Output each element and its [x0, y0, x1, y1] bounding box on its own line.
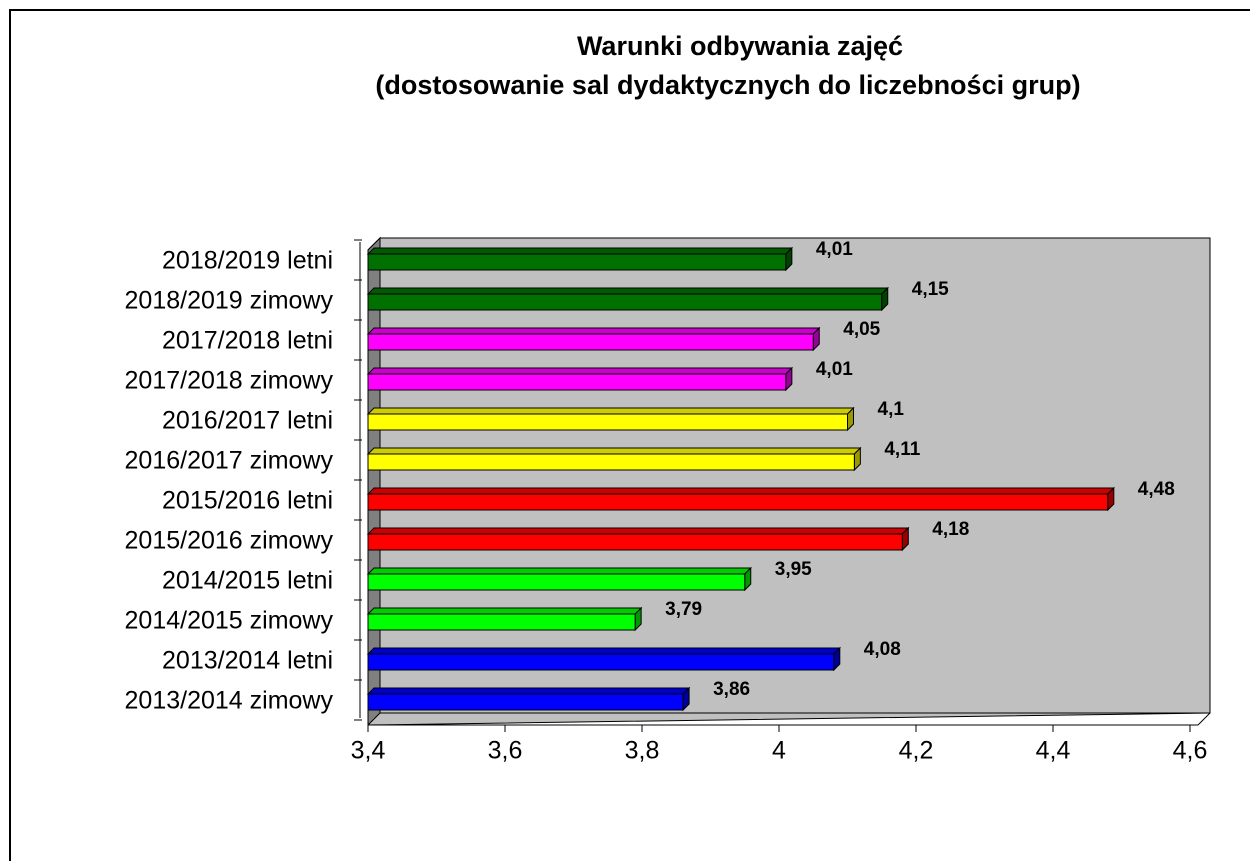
value-label: 4,15	[912, 279, 949, 300]
value-label: 3,95	[775, 559, 812, 580]
bar-top	[366, 487, 1116, 495]
x-tick-label: 4	[772, 737, 786, 765]
bar	[367, 453, 855, 471]
value-label: 4,11	[884, 439, 920, 460]
bar	[367, 573, 746, 591]
y-tick-label: 2018/2019 letni	[162, 247, 333, 275]
x-tick-label: 4,4	[1036, 737, 1071, 765]
y-tick-label: 2013/2014 letni	[162, 647, 333, 675]
x-tick-label: 3,6	[488, 737, 523, 765]
bar	[367, 533, 903, 551]
y-tick-label: 2013/2014 zimowy	[125, 687, 334, 715]
floor-corner	[1197, 712, 1211, 726]
bar	[367, 293, 883, 311]
value-label: 4,01	[816, 239, 853, 260]
bar-top	[366, 567, 752, 575]
bar	[367, 373, 787, 391]
bar-top	[366, 247, 794, 255]
value-label: 4,18	[932, 519, 969, 540]
bar-top	[366, 447, 862, 455]
bar	[367, 493, 1109, 511]
y-tick-label: 2015/2016 zimowy	[125, 527, 334, 555]
chart-subtitle: (dostosowanie sal dydaktycznych do licze…	[375, 70, 1080, 100]
bar	[367, 693, 684, 711]
y-tick-label: 2017/2018 letni	[162, 327, 333, 355]
y-tick-label: 2014/2015 letni	[162, 567, 333, 595]
value-label: 4,1	[878, 399, 905, 420]
value-label: 4,01	[816, 359, 853, 380]
value-label: 4,05	[843, 319, 880, 340]
y-tick-label: 2014/2015 zimowy	[125, 607, 334, 635]
x-tick-label: 4,2	[899, 737, 934, 765]
bar	[367, 253, 787, 271]
value-label: 4,08	[864, 639, 901, 660]
y-tick-label: 2016/2017 zimowy	[125, 447, 334, 475]
x-tick-label: 4,6	[1173, 737, 1208, 765]
value-label: 3,79	[665, 599, 702, 620]
bar-top	[366, 607, 643, 615]
bar-top	[366, 647, 842, 655]
bar	[367, 613, 636, 631]
x-tick-label: 3,8	[625, 737, 660, 765]
bar-top	[366, 687, 691, 695]
bar	[367, 333, 814, 351]
bar-top	[366, 327, 821, 335]
bar	[367, 413, 848, 431]
y-tick-label: 2018/2019 zimowy	[125, 287, 334, 315]
chart-title: Warunki odbywania zajęć	[577, 31, 903, 61]
bar-top	[366, 527, 910, 535]
bar-top	[366, 287, 889, 295]
bar-top	[366, 367, 794, 375]
bar-top	[366, 407, 855, 415]
y-tick-label: 2015/2016 letni	[162, 487, 333, 515]
value-label: 4,48	[1138, 479, 1175, 500]
value-label: 3,86	[713, 679, 750, 700]
x-tick-label: 3,4	[351, 737, 386, 765]
bar	[367, 653, 835, 671]
y-tick-label: 2017/2018 zimowy	[125, 367, 334, 395]
y-tick-label: 2016/2017 letni	[162, 407, 333, 435]
